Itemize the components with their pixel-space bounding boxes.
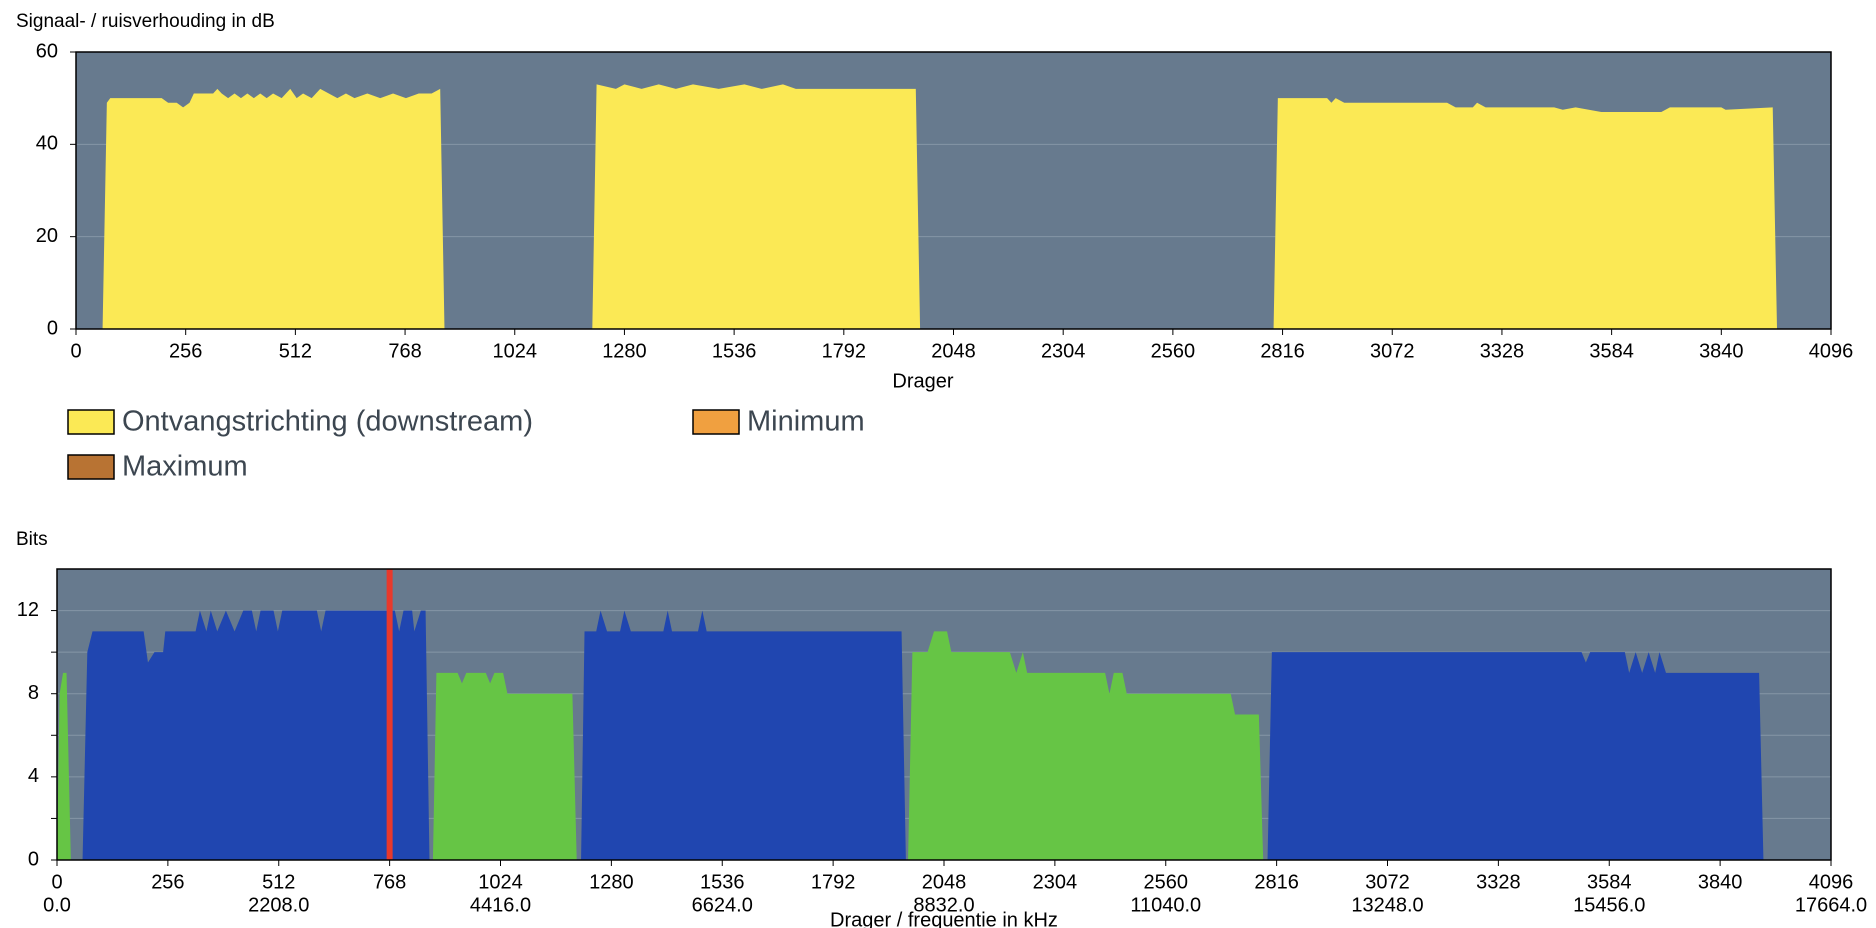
x-tick-label: 4096 xyxy=(1809,340,1854,362)
x-tick-label: 512 xyxy=(279,340,312,362)
x2-tick-label: 0.0 xyxy=(43,894,71,916)
x2-tick-label: 2208.0 xyxy=(248,894,309,916)
area xyxy=(908,631,1264,860)
area xyxy=(82,610,430,860)
x-tick-label: 1536 xyxy=(700,871,745,893)
x-tick-label: 1024 xyxy=(478,871,523,893)
legend-label: Minimum xyxy=(747,406,865,438)
y-tick-label: 40 xyxy=(36,133,58,155)
legend-swatch xyxy=(67,454,115,480)
x-tick-label: 2816 xyxy=(1254,871,1299,893)
area xyxy=(1267,652,1764,860)
x-tick-label: 2816 xyxy=(1260,340,1305,362)
position-marker xyxy=(386,569,393,860)
x-tick-label: 3584 xyxy=(1589,340,1634,362)
x-axis-label: Drager / frequentie in kHz xyxy=(830,909,1058,928)
x-tick-label: 512 xyxy=(262,871,295,893)
x-tick-label: 0 xyxy=(70,340,81,362)
chart-title: Signaal- / ruisverhouding in dB xyxy=(16,11,275,32)
area xyxy=(581,610,906,860)
x-tick-label: 1024 xyxy=(493,340,538,362)
x-tick-label: 1280 xyxy=(602,340,647,362)
x-tick-label: 1280 xyxy=(589,871,634,893)
x-tick-label: 3328 xyxy=(1476,871,1521,893)
x-tick-label: 2560 xyxy=(1151,340,1196,362)
y-tick-label: 12 xyxy=(17,599,39,621)
x-axis-label: Drager xyxy=(892,370,953,392)
chart-title: Bits xyxy=(16,529,48,550)
x-tick-label: 3328 xyxy=(1480,340,1525,362)
area xyxy=(1273,98,1778,330)
area xyxy=(102,88,445,329)
x2-tick-label: 8832.0 xyxy=(913,894,974,916)
y-tick-label: 20 xyxy=(36,225,58,247)
x-tick-label: 768 xyxy=(388,340,421,362)
x2-tick-label: 6624.0 xyxy=(692,894,753,916)
area xyxy=(592,84,921,329)
x-tick-label: 3584 xyxy=(1587,871,1632,893)
x-tick-label: 3840 xyxy=(1698,871,1743,893)
x-tick-label: 0 xyxy=(51,871,62,893)
x2-tick-label: 4416.0 xyxy=(470,894,531,916)
y-tick-label: 4 xyxy=(28,765,39,787)
x2-tick-label: 11040.0 xyxy=(1130,894,1201,916)
x-tick-label: 3840 xyxy=(1699,340,1744,362)
x-tick-label: 3072 xyxy=(1370,340,1415,362)
x-tick-label: 256 xyxy=(151,871,184,893)
area xyxy=(432,672,577,860)
y-tick-label: 60 xyxy=(36,40,58,62)
x2-tick-label: 13248.0 xyxy=(1351,894,1423,916)
x-tick-label: 2048 xyxy=(931,340,976,362)
x-tick-label: 4096 xyxy=(1809,871,1854,893)
legend-label: Ontvangstrichting (downstream) xyxy=(122,406,533,438)
x-tick-label: 256 xyxy=(169,340,202,362)
x2-tick-label: 15456.0 xyxy=(1573,894,1645,916)
area xyxy=(57,672,71,860)
x-tick-label: 2560 xyxy=(1144,871,1189,893)
legend-swatch xyxy=(692,409,740,435)
x-tick-label: 1536 xyxy=(712,340,757,362)
x-tick-label: 3072 xyxy=(1365,871,1410,893)
x-tick-label: 2304 xyxy=(1033,871,1078,893)
x-tick-label: 2304 xyxy=(1041,340,1086,362)
y-tick-label: 8 xyxy=(28,682,39,704)
y-tick-label: 0 xyxy=(47,317,58,339)
x-tick-label: 1792 xyxy=(822,340,867,362)
x2-tick-label: 17664.0 xyxy=(1795,894,1867,916)
y-tick-label: 0 xyxy=(28,848,39,870)
legend-swatch xyxy=(67,409,115,435)
x-tick-label: 1792 xyxy=(811,871,856,893)
x-tick-label: 2048 xyxy=(922,871,967,893)
legend-label: Maximum xyxy=(122,451,248,483)
x-tick-label: 768 xyxy=(373,871,406,893)
